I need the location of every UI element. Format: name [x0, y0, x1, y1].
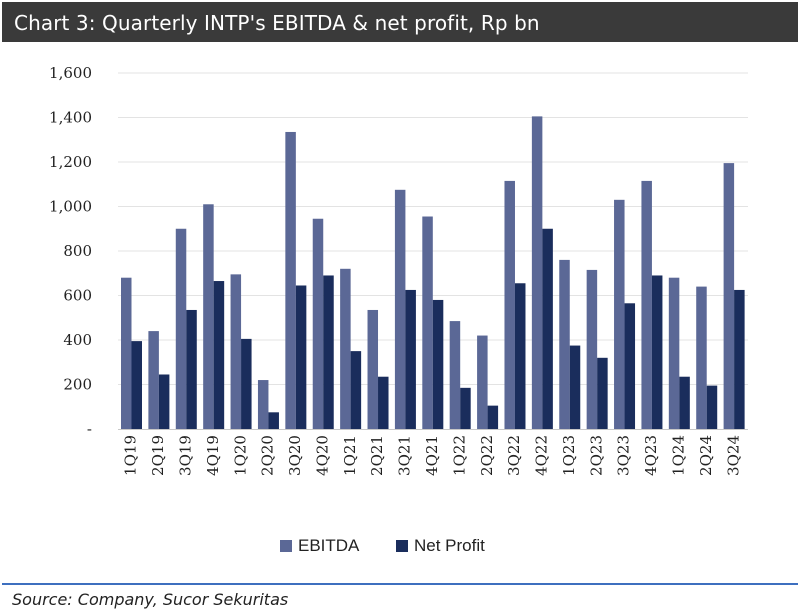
bar-net-profit	[569, 345, 581, 429]
bar-net-profit	[158, 374, 170, 429]
bar-ebitda	[477, 335, 488, 429]
x-tick-label: 2Q21	[368, 435, 386, 476]
bar-net-profit	[514, 283, 526, 429]
bar-ebitda	[340, 268, 351, 429]
x-tick-label: 4Q22	[533, 435, 551, 476]
bar-ebitda	[449, 321, 461, 429]
bar-net-profit	[679, 376, 690, 429]
bar-ebitda	[504, 180, 515, 429]
x-tick-label: 1Q22	[450, 435, 468, 476]
x-tick-label: 1Q24	[670, 435, 688, 476]
bar-ebitda	[614, 199, 625, 429]
y-tick-label: 600	[63, 287, 92, 305]
x-tick-label: 3Q23	[615, 435, 633, 476]
bar-net-profit	[213, 281, 225, 429]
y-tick-label: 1,200	[49, 153, 92, 171]
bar-net-profit	[460, 387, 471, 429]
bar-ebitda	[312, 218, 324, 429]
y-tick-label: 1,600	[49, 64, 92, 82]
bar-ebitda	[394, 189, 406, 429]
bar-ebitda	[175, 228, 187, 429]
legend-swatch-ebitda	[280, 540, 292, 552]
bar-net-profit	[295, 285, 307, 429]
bar-net-profit	[186, 309, 197, 429]
y-tick-label: -	[87, 420, 92, 438]
x-tick-label: 3Q24	[724, 435, 742, 476]
bar-net-profit	[651, 275, 663, 429]
y-tick-label: 400	[63, 331, 92, 349]
x-tick-label: 4Q20	[313, 435, 331, 476]
x-tick-label: 1Q19	[122, 435, 140, 476]
y-tick-label: 1,400	[49, 109, 92, 127]
chart-title-bar: Chart 3: Quarterly INTP's EBITDA & net p…	[2, 2, 798, 42]
x-tick-label: 1Q21	[341, 435, 359, 476]
x-tick-label: 4Q19	[204, 435, 222, 476]
y-tick-label: 200	[63, 376, 92, 394]
bar-net-profit	[241, 338, 252, 429]
bar-net-profit	[542, 228, 553, 429]
bar-net-profit	[597, 357, 608, 429]
chart-title: Chart 3: Quarterly INTP's EBITDA & net p…	[14, 11, 540, 35]
bar-chart: - 200 400 600 800 1,000 1,200 1,400 1,600 1Q19 2Q1…	[49, 64, 748, 476]
bar-net-profit	[323, 275, 334, 429]
bar-ebitda	[257, 380, 269, 429]
bar-ebitda	[723, 163, 735, 430]
bar-ebitda	[230, 274, 242, 429]
bar-ebitda	[641, 180, 652, 429]
bar-net-profit	[378, 376, 389, 429]
x-tick-label: 4Q23	[642, 435, 660, 476]
bar-ebitda	[422, 216, 433, 429]
bar-ebitda	[559, 259, 570, 429]
bar-ebitda	[285, 131, 296, 429]
x-tick-label: 1Q23	[560, 435, 578, 476]
y-tick-label: 1,000	[49, 198, 92, 216]
bar-net-profit	[706, 385, 718, 429]
x-tick-label: 2Q23	[587, 435, 605, 476]
x-tick-label: 3Q22	[505, 435, 523, 476]
bar-net-profit	[432, 299, 444, 429]
bar-ebitda	[586, 269, 598, 429]
legend-label-ebitda: EBITDA	[298, 536, 360, 555]
x-tick-label: 2Q20	[259, 435, 277, 476]
legend-label-net-profit: Net Profit	[414, 536, 485, 555]
source-note: Source: Company, Sucor Sekuritas	[12, 590, 289, 609]
legend-swatch-net-profit	[396, 540, 408, 552]
x-tick-label: 2Q22	[478, 435, 496, 476]
y-tick-label: 800	[63, 242, 92, 260]
legend-item-ebitda: EBITDA	[280, 536, 359, 556]
bar-ebitda	[148, 331, 159, 429]
x-tick-label: 1Q20	[231, 435, 249, 476]
bar-ebitda	[203, 204, 214, 429]
x-tick-label: 3Q21	[396, 435, 414, 476]
bar-ebitda	[668, 277, 680, 429]
source-divider	[2, 583, 798, 585]
x-tick-label: 4Q21	[423, 435, 441, 476]
bar-net-profit	[734, 289, 745, 429]
bar-ebitda	[531, 116, 543, 429]
bar-ebitda	[367, 309, 379, 429]
legend-item-net-profit: Net Profit	[396, 536, 485, 556]
x-tick-label: 3Q19	[176, 435, 194, 476]
x-tick-label: 2Q24	[697, 435, 715, 476]
bar-net-profit	[405, 289, 416, 429]
bar-net-profit	[350, 351, 362, 429]
bar-net-profit	[131, 341, 142, 429]
x-tick-label: 3Q20	[286, 435, 304, 476]
bar-net-profit	[624, 303, 636, 429]
bar-net-profit	[268, 412, 279, 429]
bar-ebitda	[121, 277, 132, 429]
x-tick-label: 2Q19	[149, 435, 167, 476]
bar-ebitda	[696, 286, 707, 429]
bar-net-profit	[487, 405, 499, 429]
